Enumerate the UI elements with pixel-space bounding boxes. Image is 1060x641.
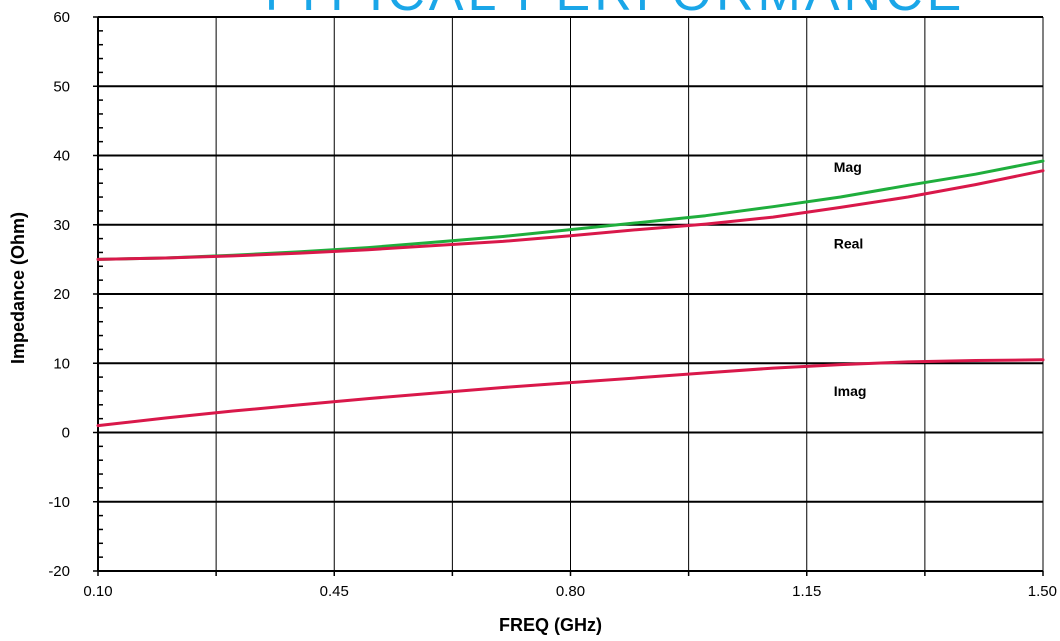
x-axis-title: FREQ (GHz) (499, 615, 602, 635)
annotation-imag: Imag (834, 383, 867, 399)
series-line-real (96, 169, 1045, 261)
y-tick-label: 30 (53, 217, 70, 234)
y-tick-label: 40 (53, 148, 70, 165)
series-lines (96, 159, 1045, 428)
x-tick-label: 0.10 (83, 583, 112, 600)
y-tick-label: 20 (53, 286, 70, 303)
y-tick-label: -20 (48, 563, 70, 580)
y-axis-title: Impedance (Ohm) (8, 212, 28, 364)
x-tick-label: 0.45 (320, 583, 349, 600)
axes (93, 16, 1044, 576)
x-tick-label: 1.50 (1028, 583, 1057, 600)
y-tick-label: 10 (53, 355, 70, 372)
y-tick-label: -10 (48, 494, 70, 511)
gridlines (98, 16, 1044, 571)
y-tick-label: 0 (62, 425, 70, 442)
annotation-mag: Mag (834, 159, 862, 175)
annotation-real: Real (834, 235, 864, 251)
x-tick-label: 1.15 (792, 583, 821, 600)
series-annotations: Mag Real Imag (834, 159, 867, 399)
y-tick-label: 60 (53, 9, 70, 26)
series-line-imag (96, 358, 1045, 428)
tick-labels: -20 -10 0 10 20 30 40 50 60 0.10 0.45 0.80 1.15 1.50 (48, 9, 1057, 600)
x-tick-label: 0.80 (556, 583, 585, 600)
y-tick-label: 50 (53, 78, 70, 95)
